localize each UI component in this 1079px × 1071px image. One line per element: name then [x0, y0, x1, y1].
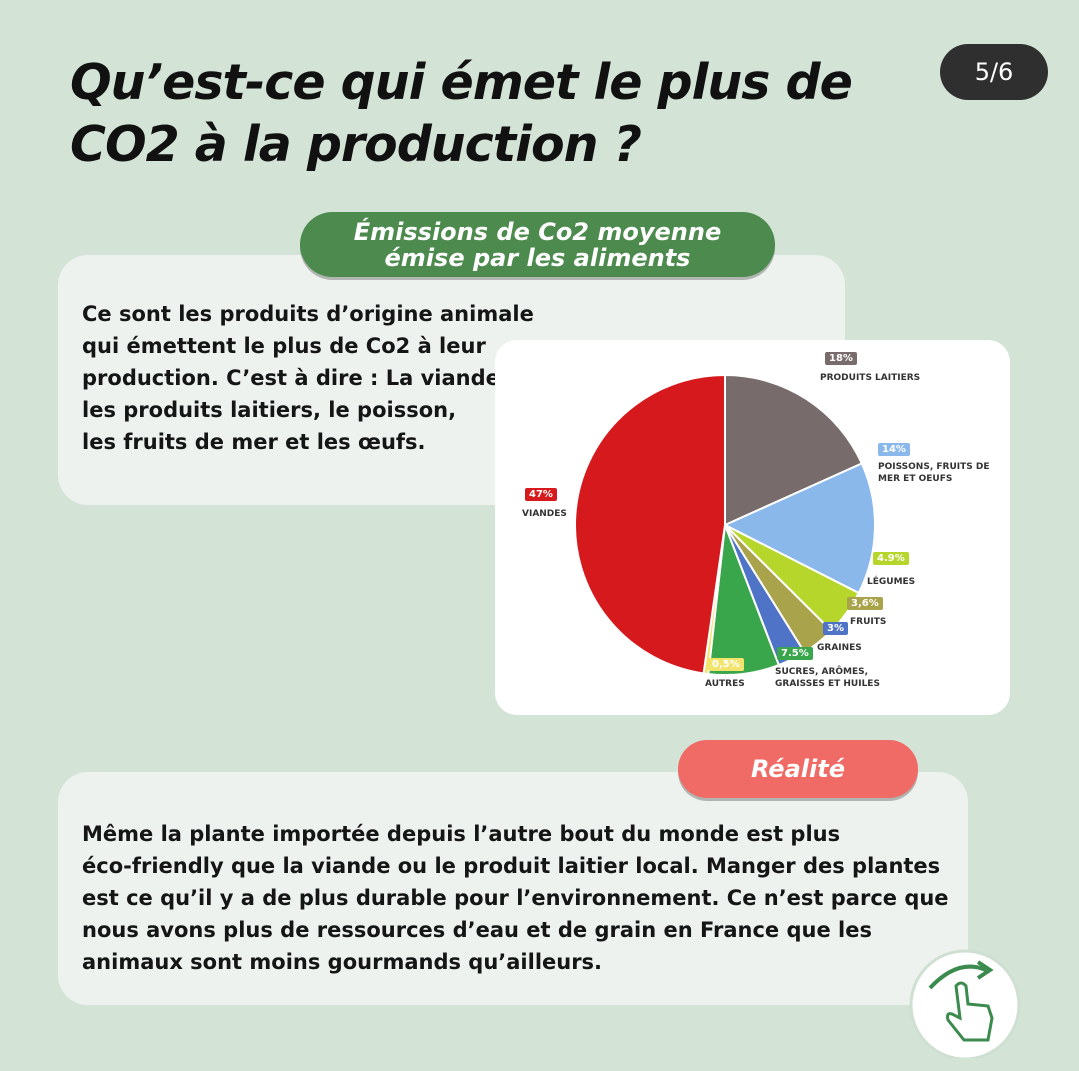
text-line: les produits laitiers, le poisson, — [82, 398, 457, 422]
category-label: GRAINES — [817, 643, 862, 653]
value-label: 4.9% — [873, 552, 909, 565]
title-line: CO2 à la production ? — [70, 116, 642, 173]
category-label: POISSONS, FRUITS DE MER ET OEUFS — [878, 462, 990, 484]
chart: 18% PRODUITS LAITIERS 14% POISSONS, FRUITS … — [495, 340, 1010, 715]
swipe-icon[interactable] — [908, 948, 1023, 1058]
value-label: 3% — [823, 622, 848, 635]
value-label: 0,5% — [708, 658, 744, 671]
badge-line: Émissions de Co2 moyenne — [353, 217, 722, 246]
card-text: Ce sont les produits d’origine animale qu… — [82, 298, 534, 458]
title-line: Qu’est-ce qui émet le plus de — [70, 54, 853, 111]
text-line: Même la plante importée depuis l’autre b… — [82, 822, 841, 846]
card — [58, 772, 968, 1005]
text-line: les fruits de mer et les œufs. — [82, 430, 426, 454]
arrow — [928, 964, 987, 990]
text-line: qui émettent le plus de Co2 à leur — [82, 334, 486, 358]
text-line: animaux sont moins gourmands qu’ailleurs… — [82, 950, 603, 974]
category-label: LÉGUMES — [867, 577, 916, 587]
arrow-head — [976, 960, 994, 980]
pie-slice — [574, 373, 726, 675]
category-label: VIANDES — [522, 509, 567, 519]
category-label: PRODUITS LAITIERS — [820, 373, 921, 383]
value-label: 47% — [525, 488, 557, 501]
value-label: 7.5% — [777, 647, 813, 660]
section-badge: Réalité — [678, 740, 918, 798]
page-indicator: 5/6 — [940, 44, 1048, 100]
section-badge: Émissions de Co2 moyenne émise par les al… — [300, 212, 775, 277]
title: Qu’est-ce qui émet le plus de CO2 à la pr… — [70, 52, 853, 176]
badge-line: émise par les aliments — [384, 243, 691, 272]
category-label: FRUITS — [850, 617, 887, 627]
pie-slice — [724, 373, 864, 527]
text-line: est ce qu’il y a de plus durable pour l’… — [82, 886, 949, 910]
card-text: Même la plante importée depuis l’autre b… — [82, 818, 949, 978]
text-line: éco-friendly que la viande ou le produit… — [82, 854, 941, 878]
hand — [946, 981, 994, 1042]
value-label: 18% — [825, 352, 857, 365]
value-label: 3,6% — [847, 597, 883, 610]
text-line: Ce sont les produits d’origine animale — [82, 302, 534, 326]
pie-chart — [574, 373, 876, 676]
category-label: SUCRES, ARÔMES, GRAISSES ET HUILES — [775, 667, 880, 689]
pie-slice — [722, 462, 876, 595]
value-label: 14% — [878, 443, 910, 456]
text-line: nous avons plus de ressources d’eau et d… — [82, 918, 872, 942]
category-label: AUTRES — [705, 679, 745, 689]
text-line: production. C’est à dire : La viande, — [82, 366, 508, 390]
